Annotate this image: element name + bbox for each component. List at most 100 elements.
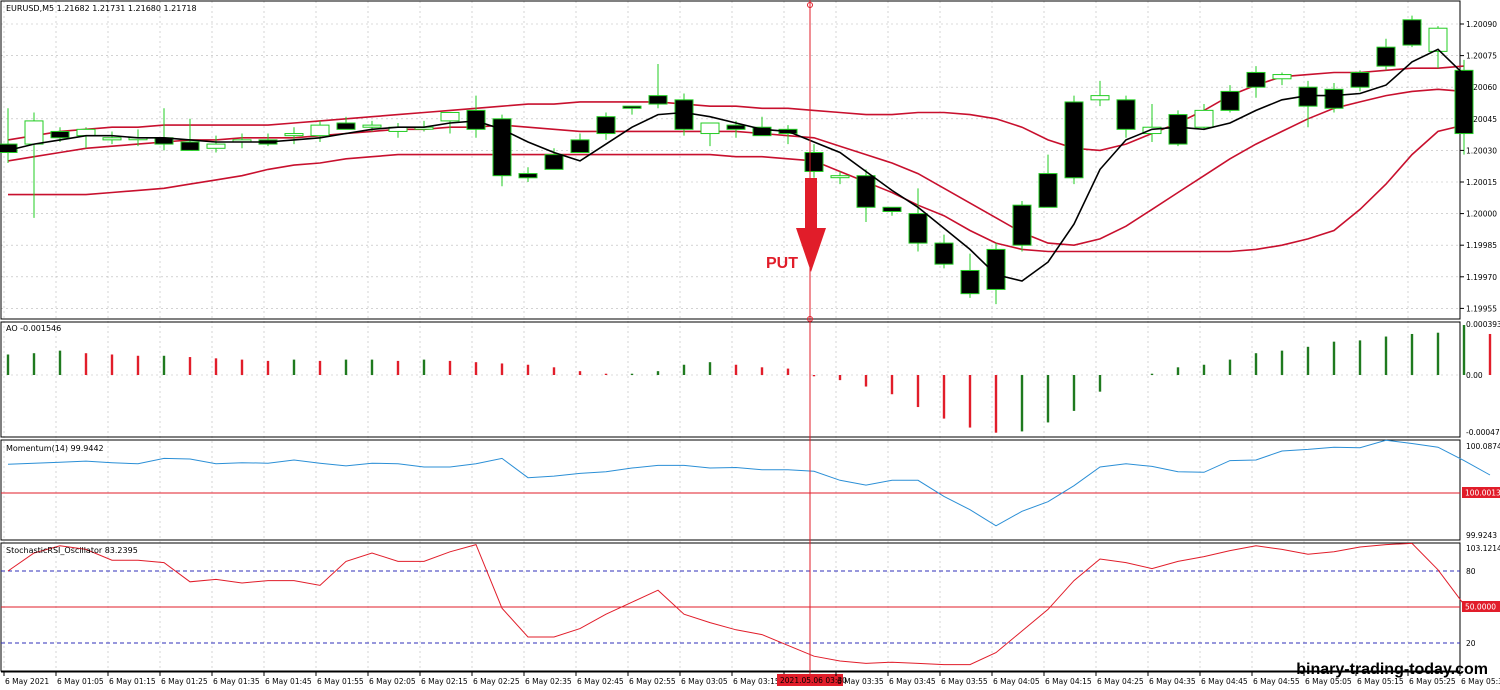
time-tick-label: 6 May 02:35 xyxy=(525,677,572,686)
ao-tick-label: 0.00 xyxy=(1466,371,1483,380)
candle-bullish xyxy=(206,143,226,149)
time-tick-label: 6 May 05:05 xyxy=(1305,677,1352,686)
candle-bearish xyxy=(648,95,668,105)
time-cursor-label: 2021.05.06 03:30 xyxy=(780,676,847,685)
momentum-tick-label: 99.9243 xyxy=(1466,531,1497,540)
time-tick-label: 6 May 04:55 xyxy=(1253,677,1300,686)
time-tick-label: 6 May 04:15 xyxy=(1045,677,1092,686)
price-axis: 1.20090 1.20075 1.20060 1.20045 1.20030 1.200… xyxy=(1460,20,1497,313)
candle-bullish xyxy=(440,111,460,122)
stochrsi-tick-label: 80 xyxy=(1466,567,1476,576)
time-tick-label: 6 May 03:05 xyxy=(681,677,728,686)
time-tick-label: 6 May 05:15 xyxy=(1357,677,1404,686)
ao-label: AO -0.001546 xyxy=(6,324,61,333)
price-panel[interactable]: EURUSD,M5 1.21682 1.21731 1.21680 1.2171… xyxy=(0,0,1474,320)
candle-bearish xyxy=(856,175,876,208)
time-tick-label: 6 May 01:25 xyxy=(161,677,208,686)
ao-tick-label: 0.000393 xyxy=(1466,320,1500,329)
candle-bearish xyxy=(1324,88,1344,109)
time-tick-label: 6 May 03:35 xyxy=(837,677,884,686)
candle-bearish xyxy=(934,242,954,265)
momentum-current-value: 100.0013 xyxy=(1465,489,1500,498)
time-tick-label: 6 May 01:45 xyxy=(265,677,312,686)
candle-bullish xyxy=(700,122,720,135)
price-tick-label: 1.20090 xyxy=(1466,20,1497,29)
price-tick-label: 1.20030 xyxy=(1466,146,1497,155)
candle-bearish xyxy=(518,173,538,179)
time-axis: 6 May 2021 6 May 01:05 6 May 01:15 6 May 01… xyxy=(1,671,1500,686)
ao-panel[interactable]: AO -0.001546 xyxy=(0,321,1492,438)
candles xyxy=(0,15,1474,305)
candle-bearish xyxy=(50,130,70,139)
watermark: binary-trading-today.com xyxy=(1296,661,1488,678)
time-tick-label: 6 May 04:45 xyxy=(1201,677,1248,686)
price-tick-label: 1.19970 xyxy=(1466,273,1497,282)
momentum-panel-frame xyxy=(0,439,1461,541)
price-tick-label: 1.20060 xyxy=(1466,83,1497,92)
time-tick-label: 6 May 01:05 xyxy=(57,677,104,686)
bollinger-lower-line xyxy=(8,124,1465,253)
candle-bearish xyxy=(674,99,694,130)
price-tick-label: 1.19955 xyxy=(1466,304,1497,313)
candle-bearish xyxy=(726,124,746,130)
candle-bearish xyxy=(960,269,980,295)
stochrsi-line xyxy=(7,542,1465,666)
time-tick-label: 6 May 03:15 xyxy=(733,677,780,686)
candle-bearish xyxy=(570,139,590,154)
price-tick-label: 1.20045 xyxy=(1466,115,1497,124)
candle-bearish xyxy=(1012,204,1032,246)
candle-bearish xyxy=(1350,71,1370,88)
time-tick-label: 6 May 02:25 xyxy=(473,677,520,686)
candle-bearish xyxy=(466,109,486,130)
candle-bearish xyxy=(986,248,1006,290)
candle-bearish xyxy=(1038,173,1058,208)
ao-tick-label: -0.00047 xyxy=(1466,428,1500,437)
stochrsi-polyline xyxy=(7,542,1465,666)
candle-bullish xyxy=(1090,95,1110,101)
momentum-line xyxy=(7,439,1491,527)
price-tick-label: 1.20075 xyxy=(1466,52,1497,61)
candle-bullish xyxy=(284,133,304,137)
time-tick-label: 6 May 02:15 xyxy=(421,677,468,686)
candle-bearish xyxy=(1116,99,1136,130)
cursor-marker xyxy=(807,316,813,322)
cursor-marker xyxy=(807,2,813,8)
time-tick-label: 6 May 01:35 xyxy=(213,677,260,686)
candle-bearish xyxy=(1454,69,1474,135)
price-tick-label: 1.20015 xyxy=(1466,178,1497,187)
time-cursor-box xyxy=(777,674,843,686)
time-tick-label: 6 May 03:55 xyxy=(941,677,988,686)
momentum-panel[interactable]: Momentum(14) 99.9442 xyxy=(0,439,1491,541)
time-tick-label: 6 May 04:05 xyxy=(993,677,1040,686)
stochrsi-label: StochasticRSI_Oscillator 83.2395 xyxy=(6,546,138,555)
candle-bearish xyxy=(336,122,356,130)
candle-bearish xyxy=(544,154,564,170)
moving-average-line xyxy=(7,48,1465,282)
moving-average xyxy=(7,48,1465,282)
candle-bullish xyxy=(362,124,382,128)
stochrsi-tick-label: 20 xyxy=(1466,639,1476,648)
candle-bullish xyxy=(24,120,44,145)
candle-bearish xyxy=(1168,114,1188,145)
candle-bullish xyxy=(1272,74,1292,80)
put-arrow-icon xyxy=(796,178,826,272)
time-tick-label: 6 May 02:55 xyxy=(629,677,676,686)
price-panel-frame xyxy=(0,0,1461,320)
ao-histogram xyxy=(6,325,1492,433)
candle-bearish xyxy=(180,141,200,151)
candle-bullish xyxy=(1142,126,1162,135)
candle-bearish xyxy=(908,213,928,244)
candle-bearish xyxy=(596,116,616,135)
ao-panel-frame xyxy=(0,321,1461,438)
candle-bullish xyxy=(76,128,96,137)
time-tick-label: 6 May 04:35 xyxy=(1149,677,1196,686)
stochrsi-panel[interactable]: StochasticRSI_Oscillator 83.2395 xyxy=(0,542,1465,672)
momentum-value-box xyxy=(1462,487,1500,498)
candle-bearish xyxy=(804,152,824,172)
candle-bullish xyxy=(1428,27,1448,52)
time-tick-label: 6 May 2021 xyxy=(5,677,49,686)
time-tick-label: 6 May 05:25 xyxy=(1409,677,1456,686)
time-tick-label: 6 May 04:25 xyxy=(1097,677,1144,686)
